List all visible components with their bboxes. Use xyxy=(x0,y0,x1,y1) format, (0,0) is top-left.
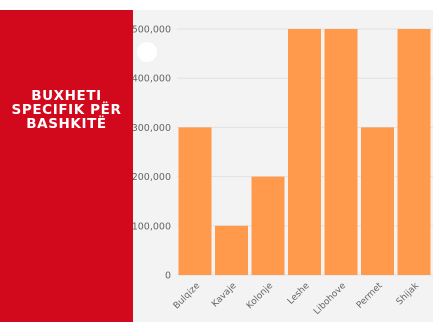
y-tick-label: 400,000 xyxy=(133,74,171,85)
x-category-label: Permet xyxy=(355,281,385,311)
top-strip xyxy=(0,0,433,10)
x-category-label: Libohove xyxy=(312,281,348,317)
y-tick-label: 200,000 xyxy=(133,172,171,183)
x-category-label: Leshe xyxy=(286,281,312,307)
y-tick-label: 100,000 xyxy=(133,221,171,232)
bar xyxy=(324,29,358,275)
x-category-label: Kolonje xyxy=(245,281,276,312)
bar-chart: 0 100,000 200,000 300,000 400,000 500,000 Bul… xyxy=(133,25,433,317)
bar xyxy=(361,127,394,276)
bar xyxy=(215,225,248,275)
chart-area: 0 100,000 200,000 300,000 400,000 500,000 Bul… xyxy=(133,10,433,322)
x-category-label: Kavaje xyxy=(210,281,239,310)
bar xyxy=(178,127,212,276)
y-tick-label: 0 xyxy=(165,271,171,282)
bar xyxy=(397,29,431,275)
panel-title: BUXHETI SPECIFIK PËR BASHKITË xyxy=(11,88,122,132)
bars xyxy=(178,29,431,276)
y-tick-label: 300,000 xyxy=(133,123,171,134)
x-category-label: Shijak xyxy=(395,281,422,308)
title-panel xyxy=(0,10,133,322)
y-tick-label: 500,000 xyxy=(133,25,171,36)
y-axis-ticks: 0 100,000 200,000 300,000 400,000 500,000 xyxy=(133,25,171,282)
x-axis-labels: Bulqize Kavaje Kolonje Leshe Libohove Permet S… xyxy=(172,281,422,317)
decorative-circle xyxy=(137,42,157,62)
bar xyxy=(288,29,321,275)
bar xyxy=(251,176,285,275)
x-category-label: Bulqize xyxy=(172,281,203,312)
